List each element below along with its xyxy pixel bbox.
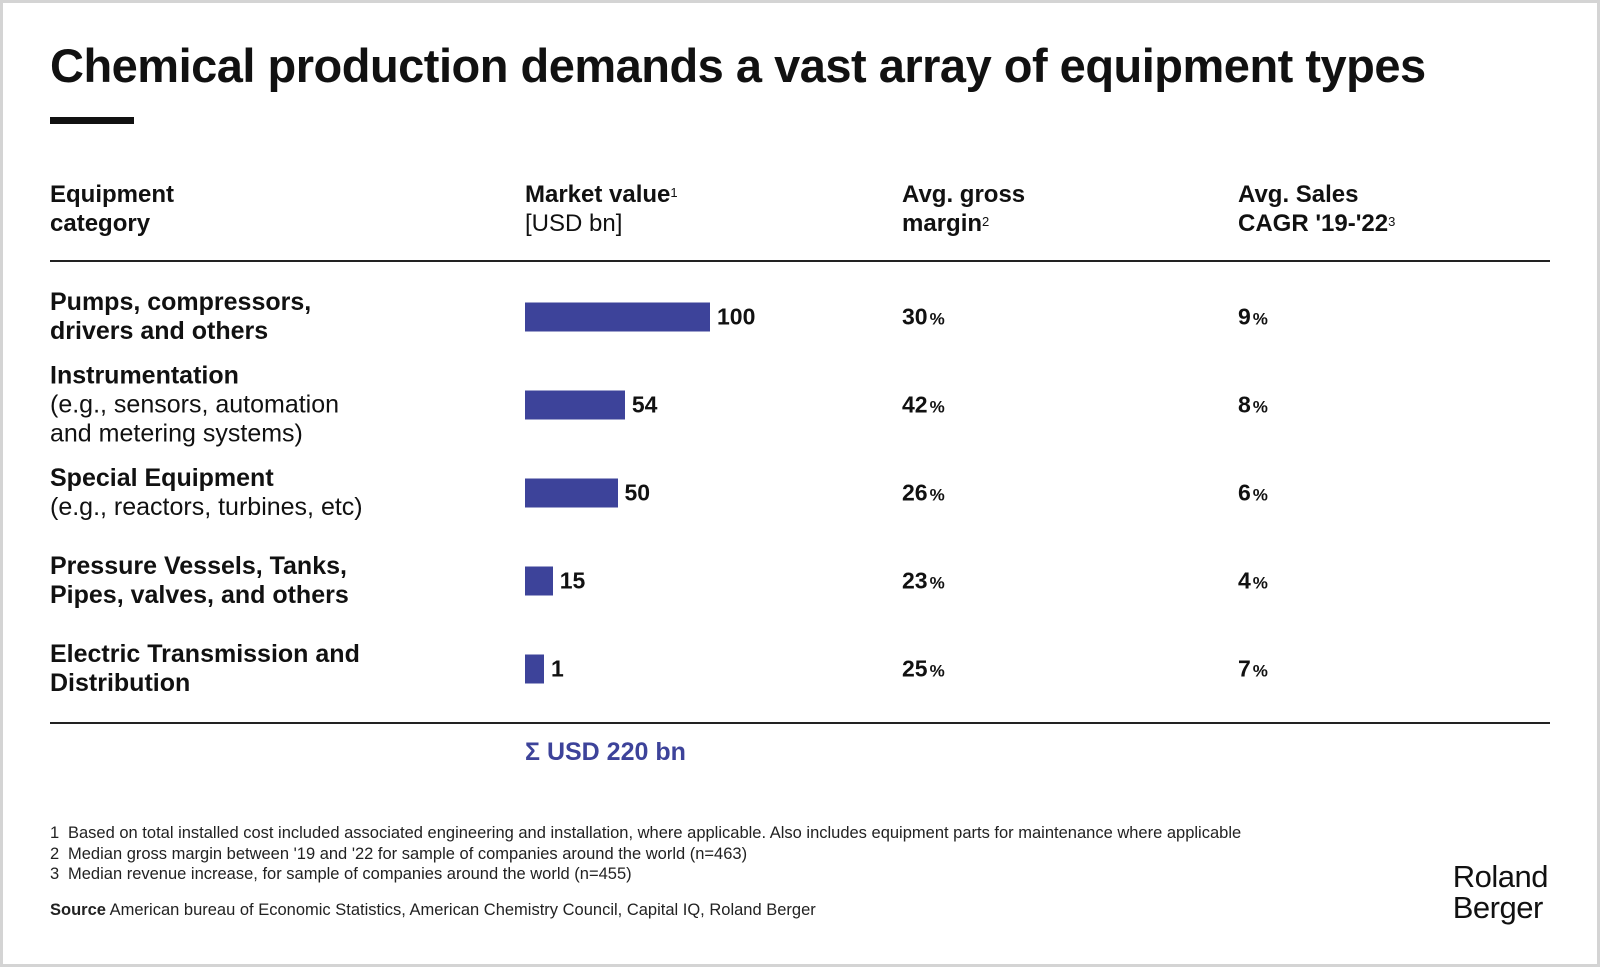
sales-cagr-number: 8 [1238,391,1251,418]
sales-cagr-value: 9% [1238,304,1268,331]
category-name-line2: drivers and others [50,317,269,345]
market-value-bar [525,654,544,684]
footnote-ref-3: 3 [1388,214,1396,229]
percent-sign: % [929,573,945,593]
sales-cagr-value: 8% [1238,392,1268,419]
footnote-text: Median gross margin between '19 and '22 … [68,844,748,863]
percent-sign: % [929,485,945,505]
header-sales-cagr-line2: CAGR '19-'22 [1238,210,1389,237]
category-name: Special Equipment [50,464,274,492]
header-gross-margin-line2: margin [902,210,983,237]
gross-margin-number: 25 [902,655,928,682]
footnotes: 1 Based on total installed cost included … [50,823,1241,885]
gross-margin-value: 26% [902,480,945,507]
sales-cagr-value: 6% [1238,480,1268,507]
sales-cagr-number: 6 [1238,479,1251,506]
market-value-bar [525,566,553,596]
category-description: (e.g., sensors, automation [50,390,340,419]
percent-sign: % [1252,485,1268,505]
sales-cagr-number: 7 [1238,655,1251,682]
header-sales-cagr-line1: Avg. Sales [1238,181,1359,208]
gross-margin-number: 30 [902,303,928,330]
row-category: Special Equipment (e.g., reactors, turbi… [50,464,363,522]
gross-margin-value: 23% [902,568,945,595]
footnote: 3 Median revenue increase, for sample of … [50,864,1241,885]
category-name: Pumps, compressors, [50,288,312,316]
table-bottom-divider [50,722,1550,724]
percent-sign: % [1252,661,1268,681]
header-market-value-unit: [USD bn] [525,210,623,237]
sales-cagr-value: 4% [1238,568,1268,595]
category-name: Electric Transmission and [50,640,360,668]
gross-margin-number: 42 [902,391,928,418]
market-value-label: 1 [551,655,564,682]
page-title: Chemical production demands a vast array… [50,39,1426,92]
category-description-line2: and metering systems) [50,419,303,448]
row-category: Instrumentation (e.g., sensors, automati… [50,362,339,449]
market-value-label: 100 [717,303,756,330]
gross-margin-value: 42% [902,392,945,419]
logo-line2: Berger [1452,890,1544,925]
category-name-line2: Distribution [50,669,191,697]
row-category: Electric Transmission and Distribution [50,640,360,698]
percent-sign: % [929,661,945,681]
percent-sign: % [1252,573,1268,593]
logo-line1: Roland [1452,859,1549,894]
gross-margin-number: 23 [902,567,928,594]
market-value-bar [525,390,625,420]
percent-sign: % [1252,397,1268,417]
header-equipment-category: Equipment category [50,180,174,238]
market-value-label: 54 [631,391,658,418]
category-description: (e.g., reactors, turbines, etc) [50,493,363,521]
source-note: Source American bureau of Economic Stati… [50,901,816,920]
header-gross-margin: Avg. gross margin2 [902,180,1025,238]
market-value-label: 50 [624,479,651,506]
footnote-text: Median revenue increase, for sample of c… [68,865,632,883]
source-label: Source [50,901,106,919]
footnote-ref-2: 2 [982,214,990,229]
header-sales-cagr: Avg. Sales CAGR '19-'223 [1238,180,1395,238]
gross-margin-value: 30% [902,304,945,331]
footnote-text: Based on total installed cost included a… [68,824,1242,842]
footnote: 1 Based on total installed cost included … [50,823,1241,844]
row-category: Pressure Vessels, Tanks, Pipes, valves, … [50,552,349,610]
roland-berger-logo: Roland Berger [1452,859,1549,925]
footnote-number: 1 [50,824,60,842]
footnote-number: 3 [50,865,60,883]
header-divider [50,260,1550,262]
footnote-ref-1: 1 [670,185,678,200]
sales-cagr-value: 7% [1238,656,1268,683]
footnote: 2 Median gross margin between '19 and '22… [50,844,1241,865]
header-market-value-line1: Market value [525,181,671,208]
header-gross-margin-line1: Avg. gross [902,181,1026,208]
percent-sign: % [929,309,945,329]
percent-sign: % [929,397,945,417]
market-total: Σ USD 220 bn [525,738,686,766]
sales-cagr-number: 9 [1238,303,1251,330]
header-market-value: Market value1 [USD bn] [525,180,678,238]
category-name-line2: Pipes, valves, and others [50,581,349,609]
header-category-line1: Equipment [50,181,174,208]
percent-sign: % [1252,309,1268,329]
row-category: Pumps, compressors, drivers and others [50,288,311,346]
category-name: Instrumentation [50,361,239,390]
market-value-label: 15 [559,567,586,594]
sales-cagr-number: 4 [1238,567,1251,594]
category-name: Pressure Vessels, Tanks, [50,552,347,580]
source-text: American bureau of Economic Statistics, … [109,901,816,919]
market-value-bar [525,302,710,332]
footnote-number: 2 [50,844,60,863]
market-value-bar [525,478,618,508]
gross-margin-value: 25% [902,656,945,683]
title-underline [50,117,134,124]
header-category-line2: category [50,210,151,237]
gross-margin-number: 26 [902,479,928,506]
